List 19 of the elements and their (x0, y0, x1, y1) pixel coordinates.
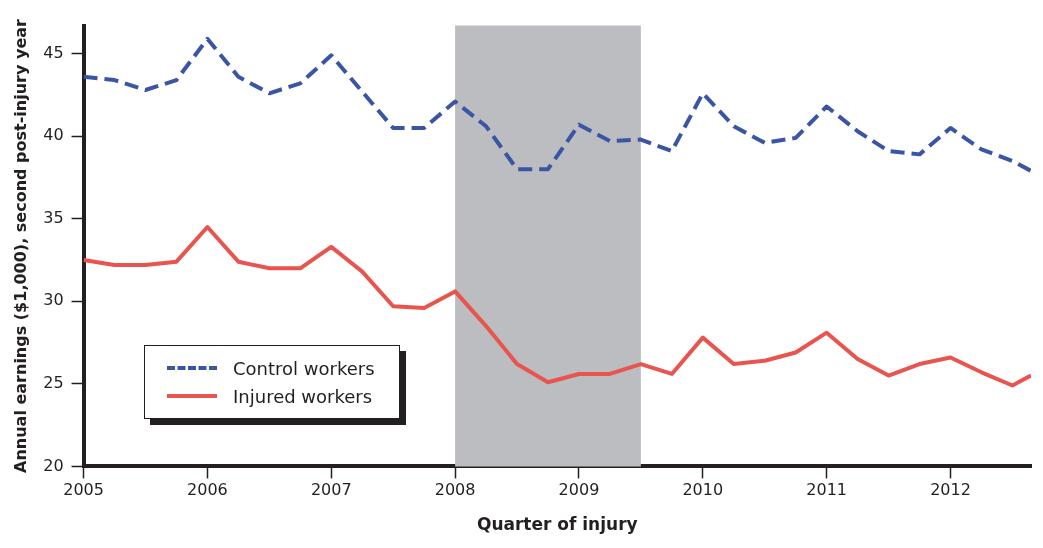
x-tick-label: 2005 (63, 480, 104, 500)
y-tick-label: 40 (43, 125, 64, 145)
x-tick-label: 2007 (310, 480, 352, 500)
x-tick-label: 2010 (682, 480, 724, 500)
x-tick-label: 2006 (187, 480, 228, 500)
x-tick-label: 2011 (806, 480, 848, 500)
y-axis-title: Annual earnings ($1,000), second post-injury year (10, 18, 30, 473)
x-tick-label: 2009 (558, 480, 600, 500)
y-tick-label: 25 (43, 373, 64, 393)
legend-label: Control workers (233, 357, 375, 379)
legend-label: Injured workers (233, 385, 373, 407)
x-tick-label: 2012 (930, 480, 971, 500)
x-tick-label: 2008 (434, 480, 476, 500)
y-tick-label: 45 (43, 42, 64, 62)
y-tick-label: 20 (43, 455, 64, 475)
line-series (83, 36, 1031, 173)
y-tick-label: 30 (43, 290, 64, 310)
x-axis-title: Quarter of injury (476, 514, 638, 535)
y-tick-label: 35 (43, 207, 64, 227)
